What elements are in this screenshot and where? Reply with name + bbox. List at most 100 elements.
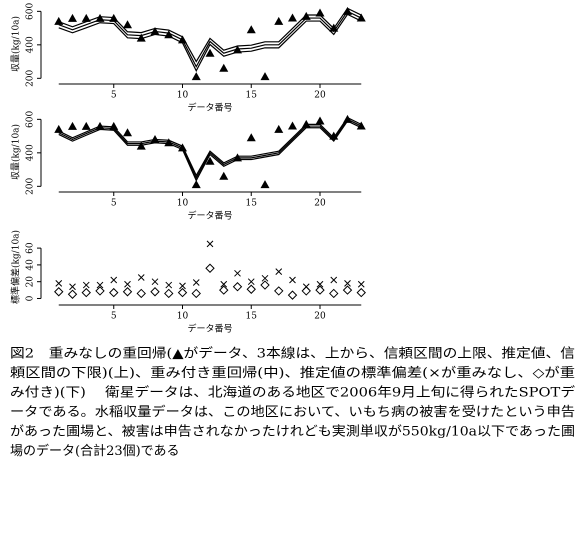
- line: [58, 120, 362, 182]
- x-tick-label: 15: [246, 91, 258, 101]
- y-tick-label: 20: [26, 276, 36, 288]
- cross-point: [69, 283, 76, 291]
- triangle-point: [136, 141, 146, 150]
- x-tick-label: 5: [111, 91, 117, 101]
- y-tick-label: 400: [26, 144, 36, 161]
- y-tick-label: 600: [26, 2, 36, 19]
- diamond-point: [246, 284, 256, 294]
- x-tick-label: 5: [111, 199, 117, 209]
- cross-point: [192, 279, 200, 286]
- cross-point: [261, 274, 269, 282]
- line: [58, 116, 362, 177]
- triangle-point: [233, 45, 242, 54]
- triangle-point: [191, 72, 201, 81]
- line: [58, 7, 362, 63]
- triangle-point: [356, 121, 366, 130]
- triangle-point: [288, 13, 297, 22]
- caption-line: 場のデータ(合計23個)である: [10, 443, 180, 459]
- diamond-point: [274, 286, 284, 296]
- y-tick-label: 400: [26, 36, 36, 53]
- triangle-point: [219, 63, 229, 72]
- triangle-point: [81, 13, 91, 22]
- diamond-point: [356, 287, 366, 298]
- cross-point: [151, 278, 159, 286]
- y-axis-label: 収量(kg/10a): [10, 16, 22, 72]
- x-tick-label: 5: [111, 312, 117, 322]
- triangle-point: [150, 26, 160, 35]
- triangle-point: [164, 30, 174, 39]
- triangle-point: [246, 25, 256, 34]
- triangle-point: [205, 48, 215, 57]
- triangle-point: [109, 13, 119, 22]
- triangle-point: [191, 180, 201, 189]
- cross-point: [137, 274, 145, 281]
- diamond-point: [287, 290, 298, 300]
- triangle-point: [246, 133, 256, 142]
- x-axis-label: データ番号: [187, 323, 232, 335]
- diamond-point: [177, 287, 188, 298]
- diamond-point: [109, 287, 119, 298]
- triangle-point: [274, 16, 284, 25]
- triangle-point: [343, 6, 352, 15]
- triangle-point: [343, 114, 352, 123]
- line: [58, 13, 362, 73]
- caption-line: み付き)(下) 衛星データは、北海道のある地区で2006年9月上旬に得られたSP…: [10, 385, 575, 401]
- y-tick-label: 60: [26, 242, 36, 254]
- triangle-point: [260, 72, 270, 81]
- triangle-point: [136, 33, 146, 42]
- x-tick-label: 10: [177, 91, 189, 101]
- caption-line: ータである。水稲収量データは、この地区において、いもち病の被害を受けたという申告: [10, 404, 575, 420]
- diamond-point: [81, 287, 91, 298]
- cross-point: [165, 281, 173, 289]
- triangle-point: [301, 119, 311, 128]
- triangle-point: [274, 124, 284, 133]
- y-tick-label: 200: [26, 69, 36, 86]
- caption-line: 図2 重みなしの重回帰(▲がデータ、3本線は、上から、信頼区間の上限、推定値、信: [10, 346, 575, 362]
- x-tick-label: 15: [246, 312, 258, 322]
- x-tick-label: 10: [177, 199, 189, 209]
- triangle-point: [178, 143, 187, 152]
- diamond-point: [329, 288, 339, 299]
- triangle-point: [164, 138, 174, 147]
- line: [58, 10, 362, 68]
- x-axis-label: データ番号: [187, 102, 232, 114]
- cross-point: [82, 281, 90, 289]
- triangle-point: [288, 121, 297, 130]
- cross-point: [179, 282, 186, 290]
- diamond-point: [164, 288, 174, 299]
- triangle-point: [123, 20, 132, 29]
- diamond-point: [342, 285, 353, 295]
- x-tick-label: 20: [314, 199, 326, 209]
- cross-point: [316, 280, 324, 288]
- y-tick-label: 0: [26, 295, 36, 301]
- diamond-point: [260, 280, 270, 290]
- diamond-point: [219, 285, 229, 295]
- x-tick-label: 15: [246, 199, 258, 209]
- triangle-point: [81, 121, 91, 130]
- cross-point: [275, 268, 283, 275]
- diamond-point: [191, 288, 201, 299]
- triangle-point: [95, 13, 105, 22]
- cross-point: [289, 276, 296, 284]
- diamond-point: [205, 263, 215, 273]
- triangle-point: [54, 16, 64, 25]
- cross-point: [330, 276, 338, 284]
- cross-point: [110, 276, 118, 284]
- cross-point: [55, 280, 63, 287]
- diamond-point: [67, 289, 78, 299]
- line: [58, 118, 362, 180]
- cross-point: [96, 281, 104, 289]
- cross-point: [247, 278, 255, 286]
- x-tick-label: 10: [177, 312, 189, 322]
- cross-point: [344, 280, 351, 287]
- triangle-point: [329, 131, 339, 140]
- triangle-point: [109, 121, 119, 130]
- triangle-point: [260, 180, 270, 189]
- triangle-point: [205, 156, 215, 165]
- cross-point: [124, 280, 131, 288]
- caption-line: 頼区間の下限)(上)、重み付き重回帰(中)、推定値の標準偏差(×が重みなし、◇が…: [10, 365, 575, 381]
- x-tick-label: 20: [314, 312, 326, 322]
- y-tick-label: 40: [26, 259, 36, 271]
- triangle-point: [219, 171, 229, 180]
